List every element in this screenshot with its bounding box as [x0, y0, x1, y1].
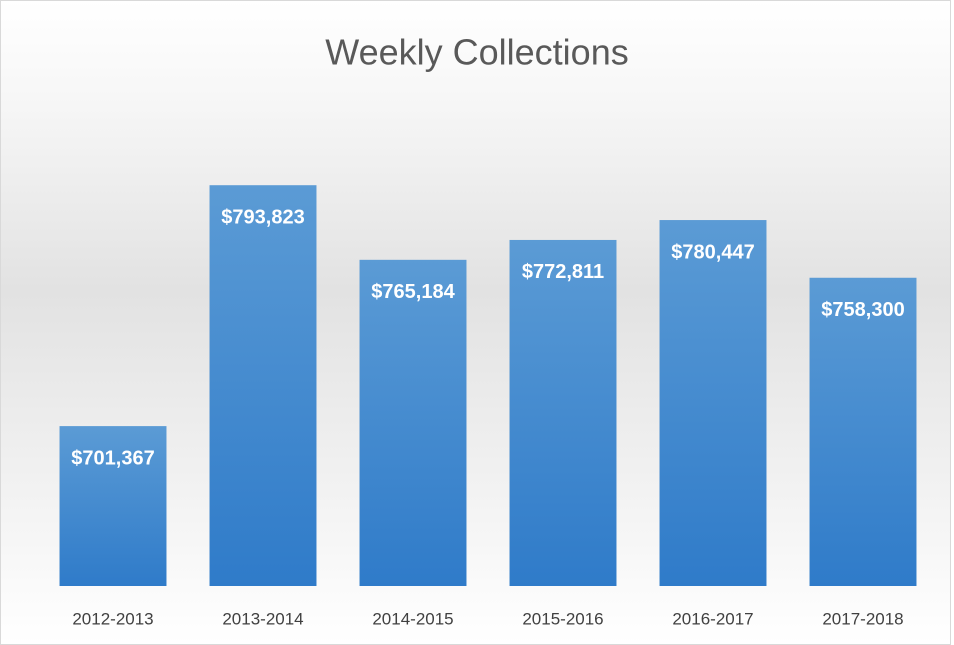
value-label: $758,300 — [821, 299, 904, 321]
x-tick-label: 2013-2014 — [222, 609, 303, 628]
bar — [59, 426, 167, 586]
bar — [659, 220, 767, 586]
bar — [359, 259, 467, 586]
x-tick-label: 2015-2016 — [522, 609, 603, 628]
value-label: $701,367 — [71, 447, 154, 469]
x-tick-label: 2016-2017 — [672, 609, 753, 628]
x-tick-label: 2012-2013 — [72, 609, 153, 628]
bar — [809, 277, 917, 586]
chart-title: Weekly Collections — [325, 32, 628, 73]
value-label: $772,811 — [522, 261, 604, 283]
value-label: $793,823 — [221, 206, 304, 228]
x-tick-label: 2014-2015 — [372, 609, 453, 628]
bar — [209, 185, 317, 586]
value-label: $780,447 — [671, 241, 754, 263]
x-tick-label: 2017-2018 — [822, 609, 903, 628]
bar — [509, 239, 617, 587]
value-label: $765,184 — [371, 281, 455, 303]
